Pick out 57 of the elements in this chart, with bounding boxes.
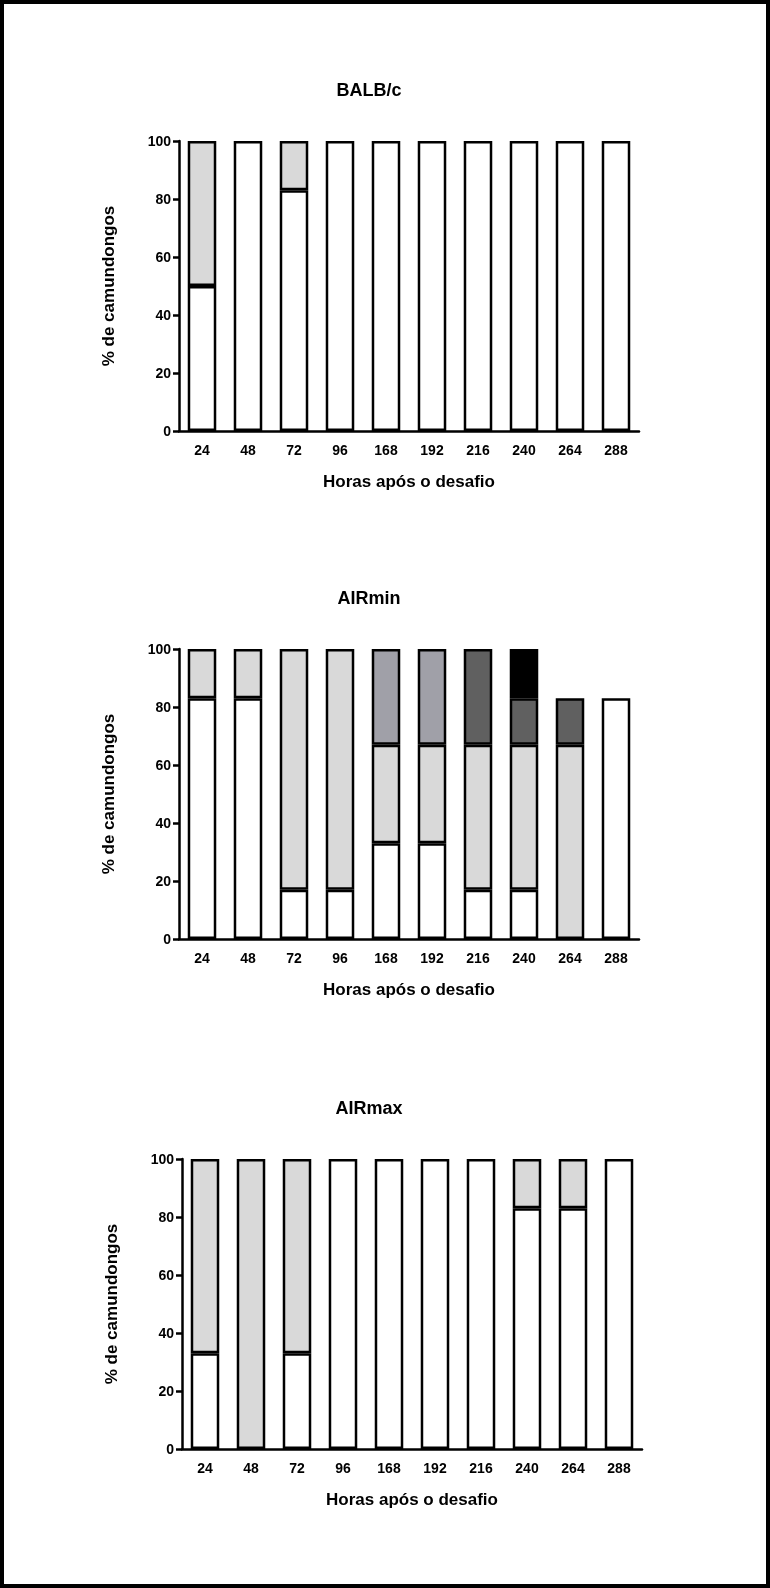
- x-tick-label: 24: [197, 1460, 213, 1476]
- y-tick-label: 40: [155, 307, 172, 323]
- x-tick-label: 216: [469, 1460, 493, 1476]
- y-tick-label: 0: [163, 931, 172, 947]
- y-tick-label: 20: [158, 1383, 175, 1399]
- y-tick-label: 100: [147, 133, 172, 149]
- x-tick-label: 168: [377, 1460, 401, 1476]
- x-tick-label: 96: [332, 950, 348, 966]
- y-tick-label: 0: [163, 423, 172, 439]
- x-tick-label: 48: [243, 1460, 259, 1476]
- chart-title: AIRmin: [337, 588, 401, 608]
- chart-title: AIRmax: [335, 1098, 403, 1118]
- x-tick-label: 72: [286, 950, 302, 966]
- x-tick-label: 72: [286, 442, 302, 458]
- x-axis-title: Horas após o desafio: [326, 1490, 498, 1509]
- x-tick-label: 240: [515, 1460, 539, 1476]
- x-tick-label: 216: [466, 950, 490, 966]
- x-axis-title: Horas após o desafio: [323, 472, 495, 491]
- x-tick-label: 192: [420, 442, 444, 458]
- x-tick-label: 240: [512, 442, 536, 458]
- y-tick-label: 40: [158, 1325, 175, 1341]
- x-tick-label: 264: [561, 1460, 585, 1476]
- x-tick-label: 288: [604, 950, 628, 966]
- x-tick-label: 288: [607, 1460, 631, 1476]
- y-tick-label: 80: [155, 191, 172, 207]
- x-tick-label: 96: [335, 1460, 351, 1476]
- y-tick-label: 40: [155, 815, 172, 831]
- y-tick-label: 60: [155, 249, 172, 265]
- y-tick-label: 60: [158, 1267, 175, 1283]
- x-tick-label: 24: [194, 950, 210, 966]
- x-tick-label: 168: [374, 950, 398, 966]
- y-tick-label: 0: [166, 1441, 175, 1457]
- chart-title: BALB/c: [336, 80, 402, 100]
- x-tick-label: 192: [420, 950, 444, 966]
- x-tick-label: 24: [194, 442, 210, 458]
- y-axis-title: % de camundongos: [99, 713, 118, 875]
- x-tick-label: 48: [240, 442, 256, 458]
- y-axis-title: % de camundongos: [102, 1223, 121, 1385]
- x-tick-label: 168: [374, 442, 398, 458]
- x-tick-label: 48: [240, 950, 256, 966]
- x-tick-label: 288: [604, 442, 628, 458]
- y-tick-label: 80: [158, 1209, 175, 1225]
- y-axis-title: % de camundongos: [99, 205, 118, 367]
- x-tick-label: 240: [512, 950, 536, 966]
- y-tick-label: 80: [155, 699, 172, 715]
- x-tick-label: 264: [558, 950, 582, 966]
- x-tick-label: 192: [423, 1460, 447, 1476]
- y-tick-label: 20: [155, 365, 172, 381]
- y-tick-label: 100: [150, 1151, 175, 1167]
- x-tick-label: 264: [558, 442, 582, 458]
- y-tick-label: 100: [147, 641, 172, 657]
- y-tick-label: 20: [155, 873, 172, 889]
- x-tick-label: 72: [289, 1460, 305, 1476]
- y-tick-label: 60: [155, 757, 172, 773]
- x-axis-title: Horas após o desafio: [323, 980, 495, 999]
- x-tick-label: 216: [466, 442, 490, 458]
- x-tick-label: 96: [332, 442, 348, 458]
